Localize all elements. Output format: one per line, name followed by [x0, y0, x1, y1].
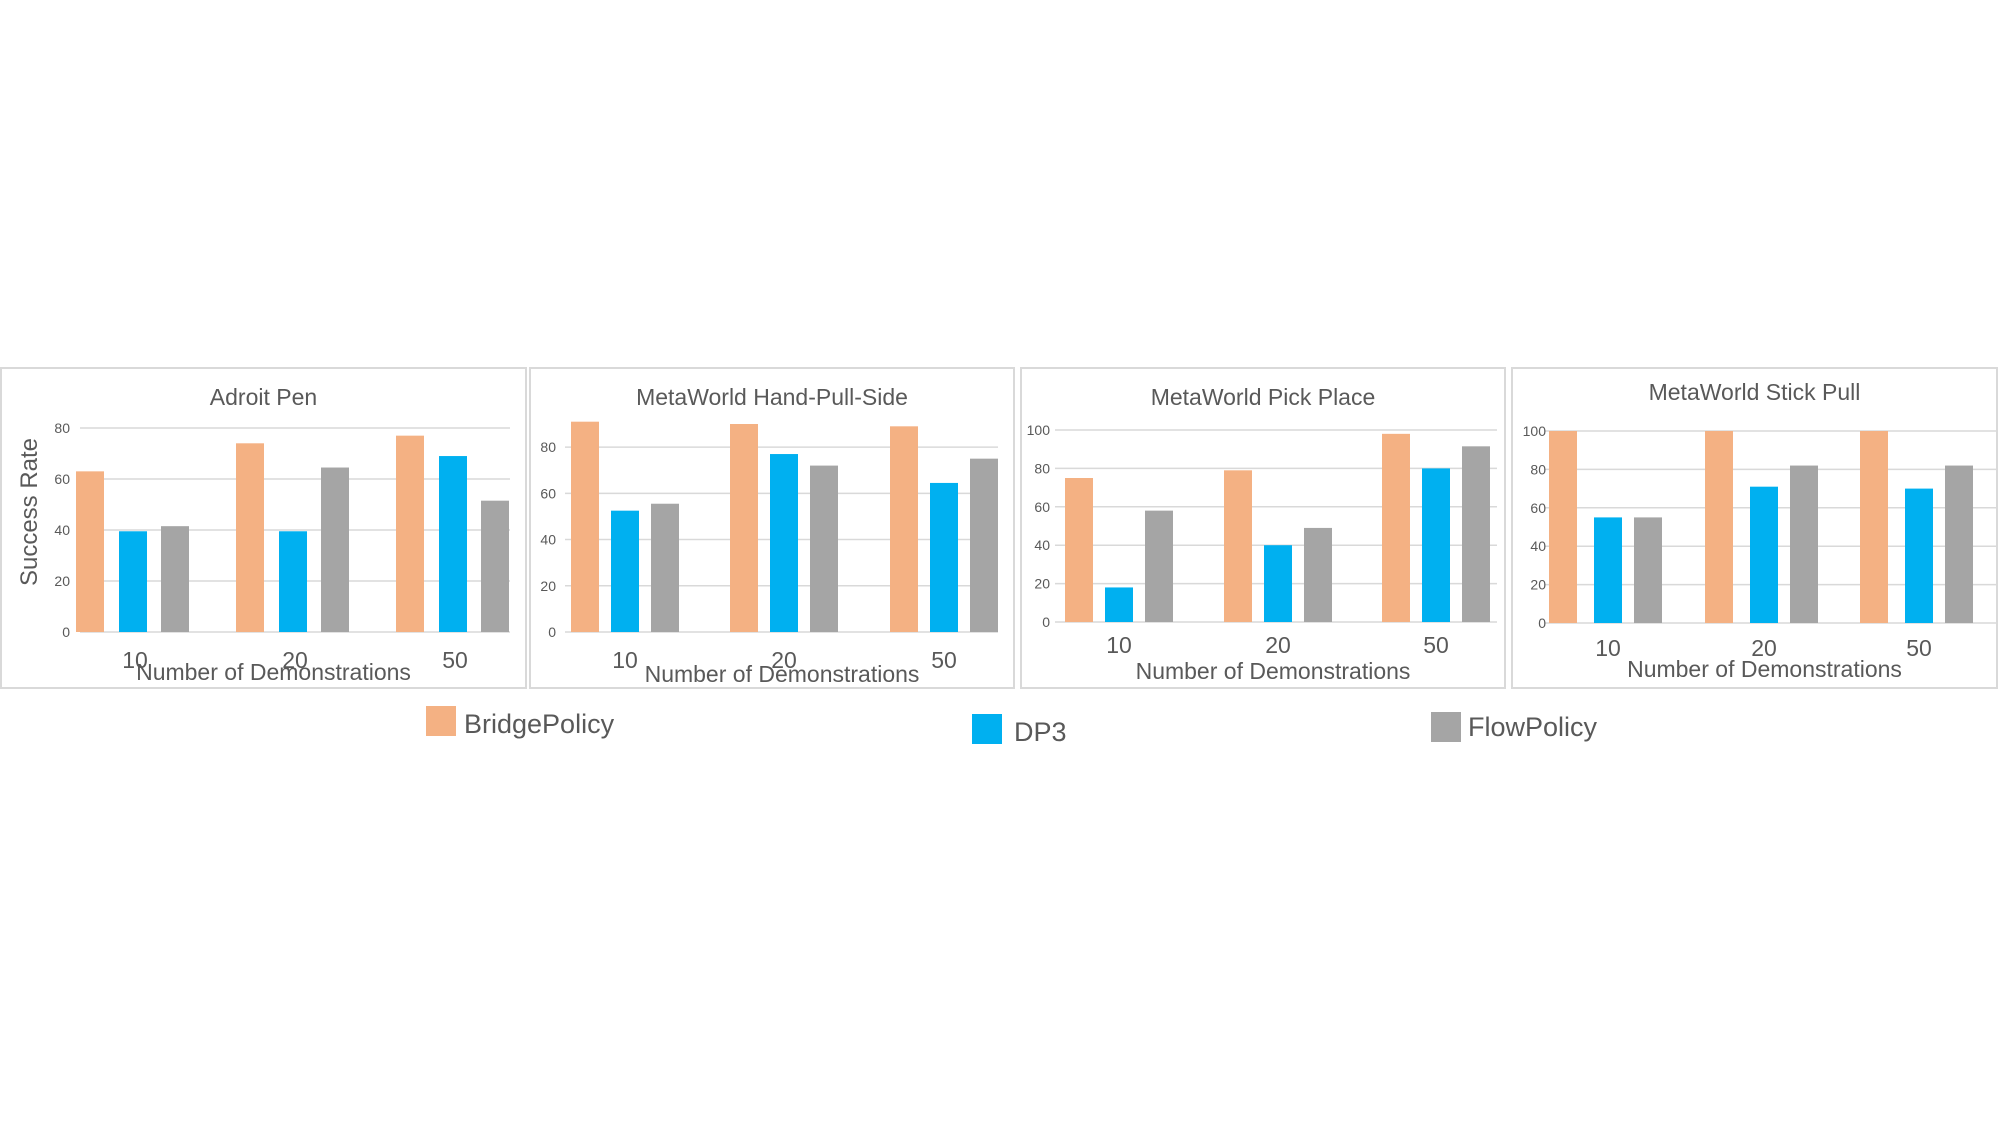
- bar-bridgepolicy-20: [236, 443, 264, 632]
- x-tick-label: 50: [1906, 635, 1932, 661]
- chart-title: MetaWorld Stick Pull: [1649, 379, 1861, 405]
- y-tick-label: 0: [1042, 614, 1050, 630]
- bar-bridgepolicy-50: [396, 435, 424, 632]
- y-tick-label: 80: [1530, 461, 1546, 477]
- x-tick-label: 20: [771, 647, 797, 673]
- y-tick-label: 20: [54, 573, 70, 589]
- bar-dp3-10: [1105, 587, 1133, 622]
- bar-flowpolicy-20: [1304, 527, 1332, 622]
- y-tick-label: 40: [1034, 537, 1050, 553]
- y-tick-label: 60: [540, 485, 556, 501]
- x-tick-label: 20: [1265, 632, 1291, 658]
- legend-swatch-flowpolicy: [1431, 712, 1461, 742]
- x-tick-label: 50: [931, 647, 957, 673]
- chart-title: Adroit Pen: [210, 384, 317, 410]
- bar-flowpolicy-50: [481, 500, 509, 632]
- bar-dp3-20: [1264, 545, 1292, 622]
- legend-swatch-dp3: [972, 714, 1002, 744]
- legend-swatch-bridgepolicy: [426, 706, 456, 736]
- x-tick-label: 20: [282, 647, 308, 673]
- y-tick-label: 40: [54, 522, 70, 538]
- bar-flowpolicy-50: [970, 458, 998, 632]
- y-tick-label: 60: [1530, 500, 1546, 516]
- legend-label-dp3: DP3: [1014, 717, 1067, 747]
- bar-bridgepolicy-50: [890, 426, 918, 632]
- y-axis-label: Success Rate: [16, 438, 43, 586]
- bar-bridgepolicy-10: [571, 421, 599, 632]
- x-tick-label: 10: [612, 647, 638, 673]
- chart-panel-3: MetaWorld Pick Place 0 20 40 60 80 100 10 20 50 Nu…: [1020, 367, 1506, 689]
- y-tick-label: 100: [1523, 423, 1547, 439]
- y-tick-label: 100: [1027, 422, 1051, 438]
- bar-bridgepolicy-20: [1224, 470, 1252, 622]
- bar-dp3-20: [279, 531, 307, 632]
- legend-label-flowpolicy: FlowPolicy: [1468, 712, 1598, 742]
- chart-panel-4: MetaWorld Stick Pull 0 20 40 60 80 100 10 20 50Nu…: [1511, 367, 1998, 689]
- bar-dp3-50: [439, 456, 467, 632]
- bar-flowpolicy-50: [1945, 465, 1973, 623]
- x-axis-label: Number of Demonstrations: [645, 661, 920, 687]
- y-tick-label: 80: [54, 420, 70, 436]
- y-tick-label: 0: [1538, 615, 1546, 631]
- x-tick-label: 50: [442, 647, 468, 673]
- bar-dp3-20: [1750, 486, 1778, 623]
- bar-dp3-10: [119, 531, 147, 632]
- legend-label-bridgepolicy: BridgePolicy: [464, 709, 615, 739]
- chart-panel-2: MetaWorld Hand-Pull-Side 0 20 40 60 80 10 20 50 N…: [529, 367, 1015, 689]
- y-tick-label: 20: [540, 578, 556, 594]
- x-tick-label: 10: [1595, 635, 1621, 661]
- bar-flowpolicy-20: [321, 467, 349, 632]
- bar-dp3-10: [611, 510, 639, 632]
- y-tick-label: 60: [54, 471, 70, 487]
- bar-dp3-50: [930, 482, 958, 632]
- y-tick-label: 60: [1034, 499, 1050, 515]
- y-tick-label: 80: [540, 439, 556, 455]
- bar-flowpolicy-10: [1634, 517, 1662, 623]
- y-tick-label: 20: [1530, 577, 1546, 593]
- y-tick-label: 0: [548, 624, 556, 640]
- bar-flowpolicy-20: [810, 465, 838, 632]
- chart-title: MetaWorld Hand-Pull-Side: [636, 384, 908, 410]
- bar-dp3-20: [770, 454, 798, 632]
- x-tick-label: 10: [1106, 632, 1132, 658]
- bar-flowpolicy-10: [161, 526, 189, 632]
- y-tick-label: 40: [540, 532, 556, 548]
- x-axis-label: Number of Demonstrations: [1627, 656, 1902, 682]
- x-tick-label: 20: [1751, 635, 1777, 661]
- bar-bridgepolicy-10: [1065, 478, 1093, 622]
- bar-bridgepolicy-50: [1382, 433, 1410, 622]
- bar-flowpolicy-10: [1145, 510, 1173, 622]
- bar-dp3-50: [1422, 468, 1450, 622]
- x-tick-label: 10: [122, 647, 148, 673]
- y-tick-label: 20: [1034, 576, 1050, 592]
- y-tick-label: 80: [1034, 460, 1050, 476]
- x-axis-label: Number of Demonstrations: [1136, 658, 1411, 684]
- chart-title: MetaWorld Pick Place: [1151, 384, 1376, 410]
- bar-bridgepolicy-10: [1549, 431, 1577, 623]
- y-tick-label: 40: [1530, 538, 1546, 554]
- chart-panel-1: Adroit Pen 0 20 40 60 80 10 20 50 Number of Demon…: [0, 367, 527, 689]
- y-tick-label: 0: [62, 624, 70, 640]
- bar-bridgepolicy-10: [76, 471, 104, 632]
- bar-flowpolicy-20: [1790, 465, 1818, 623]
- x-axis-label: Number of Demonstrations: [136, 659, 411, 685]
- bar-bridgepolicy-20: [1705, 431, 1733, 623]
- bar-dp3-10: [1594, 517, 1622, 623]
- bar-flowpolicy-50: [1462, 446, 1490, 622]
- bar-bridgepolicy-50: [1860, 431, 1888, 623]
- bar-dp3-50: [1905, 488, 1933, 623]
- bar-bridgepolicy-20: [730, 424, 758, 632]
- x-tick-label: 50: [1423, 632, 1449, 658]
- bar-flowpolicy-10: [651, 503, 679, 632]
- legend: BridgePolicy DP3 FlowPolicy: [426, 706, 1598, 747]
